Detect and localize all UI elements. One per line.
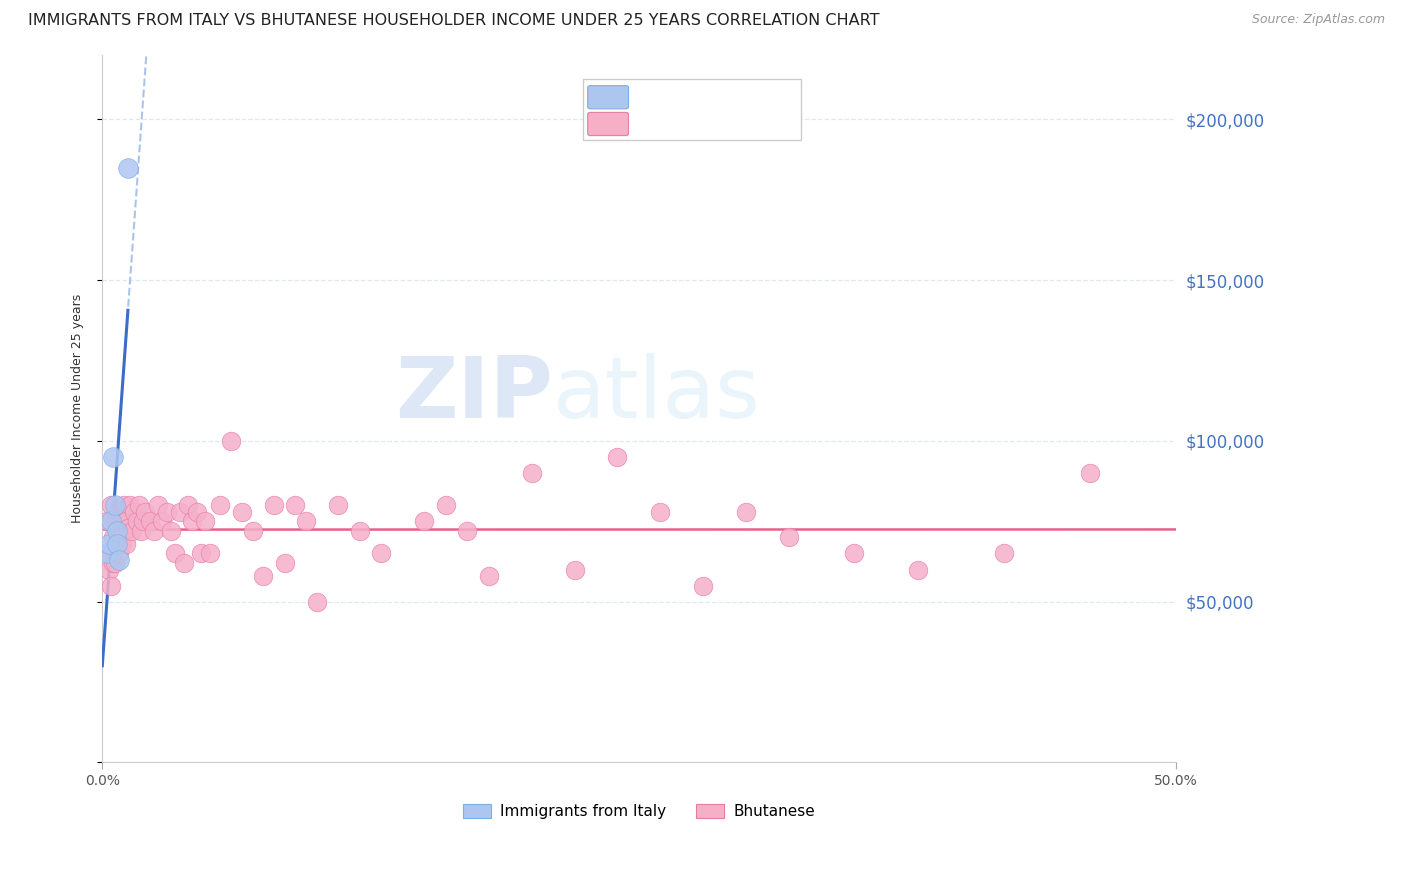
Point [97, 537, 120, 551]
Point [520, 466, 543, 480]
Legend: Immigrants from Italy, Bhutanese: Immigrants from Italy, Bhutanese [457, 798, 821, 825]
Point [128, 498, 150, 512]
Point [349, 524, 371, 538]
Point [110, 524, 132, 538]
Point [132, 514, 155, 528]
Point [134, 505, 156, 519]
Point [842, 546, 865, 560]
Point [152, 514, 174, 528]
Text: 71: 71 [741, 117, 762, 131]
Point [146, 498, 169, 512]
Point [117, 161, 139, 175]
Point [778, 530, 800, 544]
Point [100, 514, 122, 528]
Point [115, 514, 138, 528]
Text: N =: N = [710, 117, 744, 131]
Point [194, 514, 217, 528]
Text: 0.185: 0.185 [665, 117, 713, 131]
Point [328, 498, 350, 512]
Point [97, 546, 120, 560]
Point [112, 524, 135, 538]
Point [101, 530, 124, 544]
Point [190, 546, 212, 560]
Point [108, 546, 131, 560]
Point [124, 505, 146, 519]
Point [101, 450, 124, 464]
Point [606, 450, 628, 464]
Point [156, 505, 179, 519]
Text: IMMIGRANTS FROM ITALY VS BHUTANESE HOUSEHOLDER INCOME UNDER 25 YEARS CORRELATION: IMMIGRANTS FROM ITALY VS BHUTANESE HOUSE… [28, 13, 880, 29]
Point [105, 537, 128, 551]
Point [115, 537, 138, 551]
Point [129, 524, 152, 538]
Point [181, 514, 204, 528]
Point [907, 562, 929, 576]
Point [105, 524, 128, 538]
Point [105, 537, 128, 551]
Point [370, 546, 392, 560]
Point [97, 562, 120, 576]
Point [650, 505, 672, 519]
Point [117, 521, 139, 535]
Point [108, 553, 131, 567]
Point [125, 514, 148, 528]
Point [295, 514, 318, 528]
Point [434, 498, 457, 512]
Point [564, 562, 586, 576]
Text: 9: 9 [741, 89, 752, 103]
Point [456, 524, 478, 538]
Text: 0.464: 0.464 [665, 89, 713, 103]
Point [177, 498, 200, 512]
Point [112, 498, 135, 512]
Point [120, 498, 142, 512]
Point [104, 498, 127, 512]
Point [478, 569, 501, 583]
Point [242, 524, 264, 538]
Point [96, 546, 118, 560]
Point [121, 524, 143, 538]
Text: R =: R = [633, 89, 666, 103]
Point [160, 524, 183, 538]
Point [1078, 466, 1101, 480]
Point [173, 556, 195, 570]
Text: R =: R = [633, 117, 666, 131]
Point [735, 505, 758, 519]
Point [110, 537, 132, 551]
Y-axis label: Householder Income Under 25 years: Householder Income Under 25 years [72, 294, 84, 524]
Point [138, 514, 160, 528]
Point [104, 514, 127, 528]
Point [100, 498, 122, 512]
Point [305, 595, 328, 609]
Point [209, 498, 232, 512]
Point [274, 556, 297, 570]
Point [108, 505, 131, 519]
Point [165, 546, 187, 560]
Point [692, 579, 714, 593]
Point [142, 524, 165, 538]
Text: atlas: atlas [553, 353, 761, 436]
Point [993, 546, 1015, 560]
Text: ZIP: ZIP [395, 353, 553, 436]
Point [96, 514, 118, 528]
Point [263, 498, 285, 512]
Point [100, 579, 122, 593]
Point [219, 434, 242, 448]
Text: N =: N = [710, 89, 744, 103]
Point [105, 524, 128, 538]
Point [198, 546, 221, 560]
Point [186, 505, 208, 519]
Point [252, 569, 274, 583]
Point [104, 556, 127, 570]
Point [169, 505, 191, 519]
Text: Source: ZipAtlas.com: Source: ZipAtlas.com [1251, 13, 1385, 27]
Point [284, 498, 307, 512]
Point [231, 505, 253, 519]
Point [101, 556, 124, 570]
Point [413, 514, 436, 528]
